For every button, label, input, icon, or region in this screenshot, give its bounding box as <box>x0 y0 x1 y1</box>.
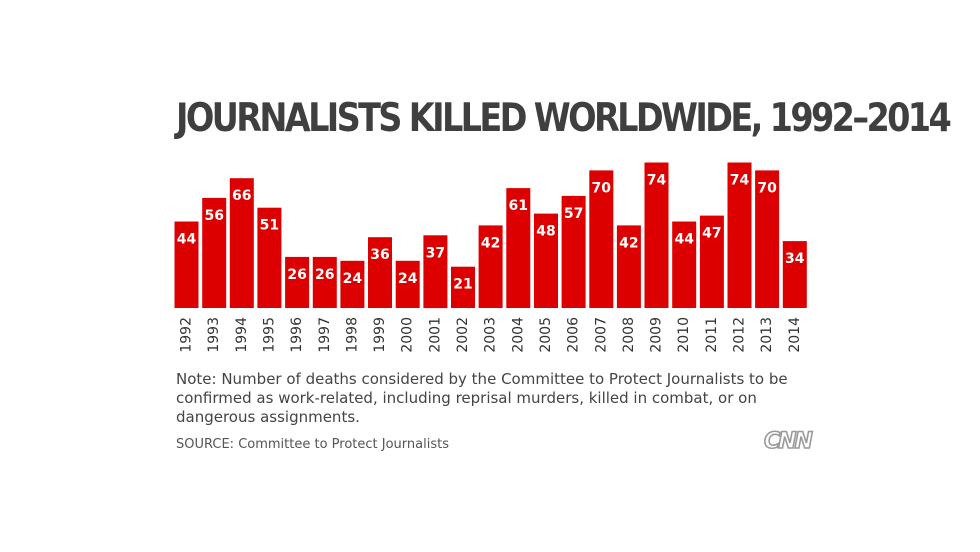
bar-2013 <box>755 170 780 308</box>
data-label-2000: 24 <box>398 271 418 287</box>
data-label-2006: 57 <box>564 206 583 222</box>
data-label-group: 44 56 66 51 26 26 24 36 24 37 21 42 61 48 57 70 42 74 44 47… <box>177 173 805 293</box>
x-tick-label-1999: 1999 <box>372 317 388 353</box>
x-tick-label-1992: 1992 <box>179 317 195 353</box>
bar-2010 <box>672 221 697 308</box>
x-tick-label-1993: 1993 <box>206 317 222 353</box>
data-label-2004: 61 <box>509 198 528 214</box>
bar-chart: 44 56 66 51 26 26 24 36 24 37 21 42 61 48 57 70 42 74 44 47… <box>174 162 807 353</box>
bar-1997 <box>312 256 337 308</box>
data-label-1995: 51 <box>260 218 279 234</box>
x-tick-label-2010: 2010 <box>676 317 692 353</box>
data-label-2013: 70 <box>757 180 777 196</box>
bar-1995 <box>257 207 282 308</box>
x-tick-label-1997: 1997 <box>317 317 333 353</box>
data-label-1993: 56 <box>204 208 223 224</box>
bar-1993 <box>202 197 227 308</box>
x-tick-label-2013: 2013 <box>759 317 775 353</box>
data-label-1994: 66 <box>232 188 251 204</box>
data-label-2014: 34 <box>785 251 805 267</box>
bar-2005 <box>534 213 558 308</box>
bar-2003 <box>478 225 503 308</box>
bar-2014 <box>782 241 807 308</box>
bar-2006 <box>561 195 586 308</box>
x-tick-label-1998: 1998 <box>344 317 360 353</box>
bar-2002 <box>451 266 475 308</box>
x-tick-label-2014: 2014 <box>787 317 803 353</box>
bar-1999 <box>368 237 392 308</box>
data-label-2008: 42 <box>619 235 638 251</box>
data-label-1996: 26 <box>287 267 306 283</box>
bar-1996 <box>285 256 310 308</box>
bar-1998 <box>340 260 365 308</box>
x-tick-label-1994: 1994 <box>234 317 250 353</box>
chart-source: SOURCE: Committee to Protect Journalists <box>176 437 449 452</box>
data-label-1998: 24 <box>343 271 363 287</box>
bar-2000 <box>395 260 420 308</box>
x-tick-label-2011: 2011 <box>704 317 720 353</box>
x-tick-label-2005: 2005 <box>538 317 554 353</box>
bar-2012 <box>727 162 752 308</box>
bar-2001 <box>423 235 448 309</box>
bar-2004 <box>506 188 531 308</box>
data-label-2002: 21 <box>453 277 472 293</box>
data-label-2001: 37 <box>426 245 445 261</box>
bar-1992 <box>174 221 199 308</box>
x-tick-label-2001: 2001 <box>427 317 443 353</box>
x-tick-label-2008: 2008 <box>621 317 637 353</box>
x-tick-label-2006: 2006 <box>566 317 582 353</box>
cnn-logo: CNN <box>763 428 814 455</box>
x-tick-label-group: 1992 1993 1994 1995 1996 1997 1998 1999 2000 2001… <box>179 317 803 353</box>
bar-2007 <box>589 170 614 308</box>
chart-note: Note: Number of deaths considered by the… <box>176 370 788 426</box>
x-tick-label-2007: 2007 <box>593 317 609 353</box>
bar-2009 <box>644 162 669 308</box>
x-tick-label-2012: 2012 <box>732 317 748 353</box>
data-label-1992: 44 <box>177 232 197 248</box>
bar-2011 <box>699 215 724 308</box>
data-label-1997: 26 <box>315 267 334 283</box>
x-tick-label-1996: 1996 <box>289 317 305 353</box>
data-label-1999: 36 <box>370 247 389 263</box>
data-label-2005: 48 <box>536 224 555 240</box>
x-tick-label-2004: 2004 <box>510 317 526 353</box>
x-tick-label-2003: 2003 <box>483 317 499 353</box>
bar-1994 <box>229 178 254 308</box>
data-label-2012: 74 <box>730 173 750 189</box>
data-label-2010: 44 <box>674 232 694 248</box>
bar-2008 <box>616 225 641 308</box>
data-label-2007: 70 <box>592 180 612 196</box>
data-label-2003: 42 <box>481 235 500 251</box>
bar-group <box>174 162 807 309</box>
data-label-2011: 47 <box>702 226 721 242</box>
x-tick-label-2000: 2000 <box>400 317 416 353</box>
data-label-2009: 74 <box>647 173 667 189</box>
x-tick-label-1995: 1995 <box>261 317 277 353</box>
x-tick-label-2002: 2002 <box>455 317 471 353</box>
x-tick-label-2009: 2009 <box>649 317 665 353</box>
